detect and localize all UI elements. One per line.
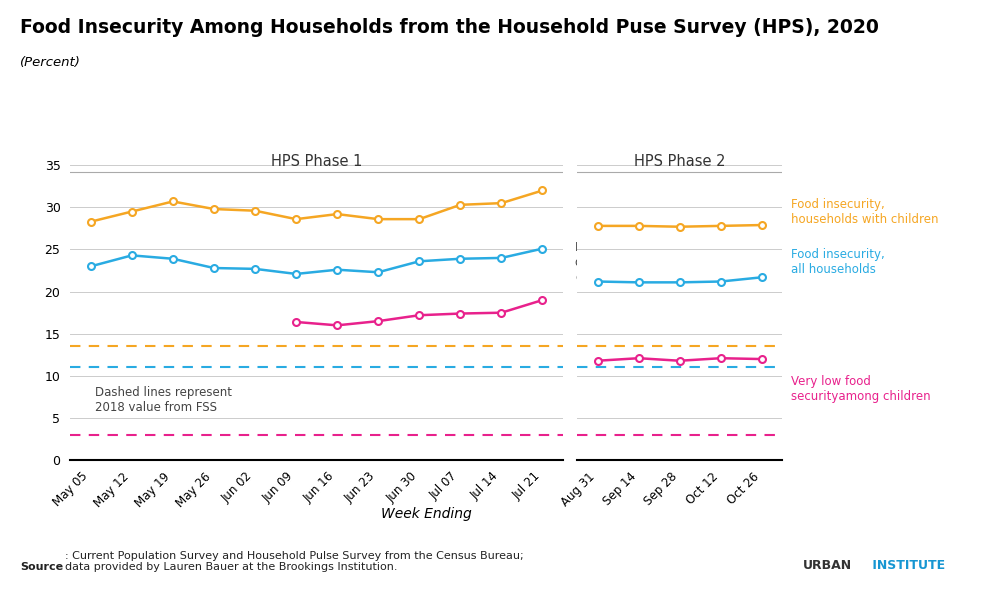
Text: Source: Source (20, 562, 63, 572)
Text: Food insecurity,
all households: Food insecurity, all households (790, 248, 884, 276)
Text: HPS Phase 1: HPS Phase 1 (271, 155, 362, 169)
Text: URBAN: URBAN (802, 559, 851, 572)
Text: Phase 1 and 2 HPS
data are not strictly
comparable.: Phase 1 and 2 HPS data are not strictly … (575, 241, 692, 284)
Text: Week Ending: Week Ending (381, 507, 471, 522)
Text: INSTITUTE: INSTITUTE (867, 559, 944, 572)
Text: (Percent): (Percent) (20, 56, 81, 69)
Text: HPS Phase 2: HPS Phase 2 (633, 155, 724, 169)
Text: Very low food
securityamong children: Very low food securityamong children (790, 375, 929, 402)
Text: : Current Population Survey and Household Pulse Survey from the Census Bureau;
d: : Current Population Survey and Househol… (65, 550, 523, 572)
Text: Food insecurity,
households with children: Food insecurity, households with childre… (790, 198, 937, 225)
Text: Dashed lines represent
2018 value from FSS: Dashed lines represent 2018 value from F… (95, 385, 231, 414)
Text: Food Insecurity Among Households from the Household Puse Survey (HPS), 2020: Food Insecurity Among Households from th… (20, 18, 878, 37)
